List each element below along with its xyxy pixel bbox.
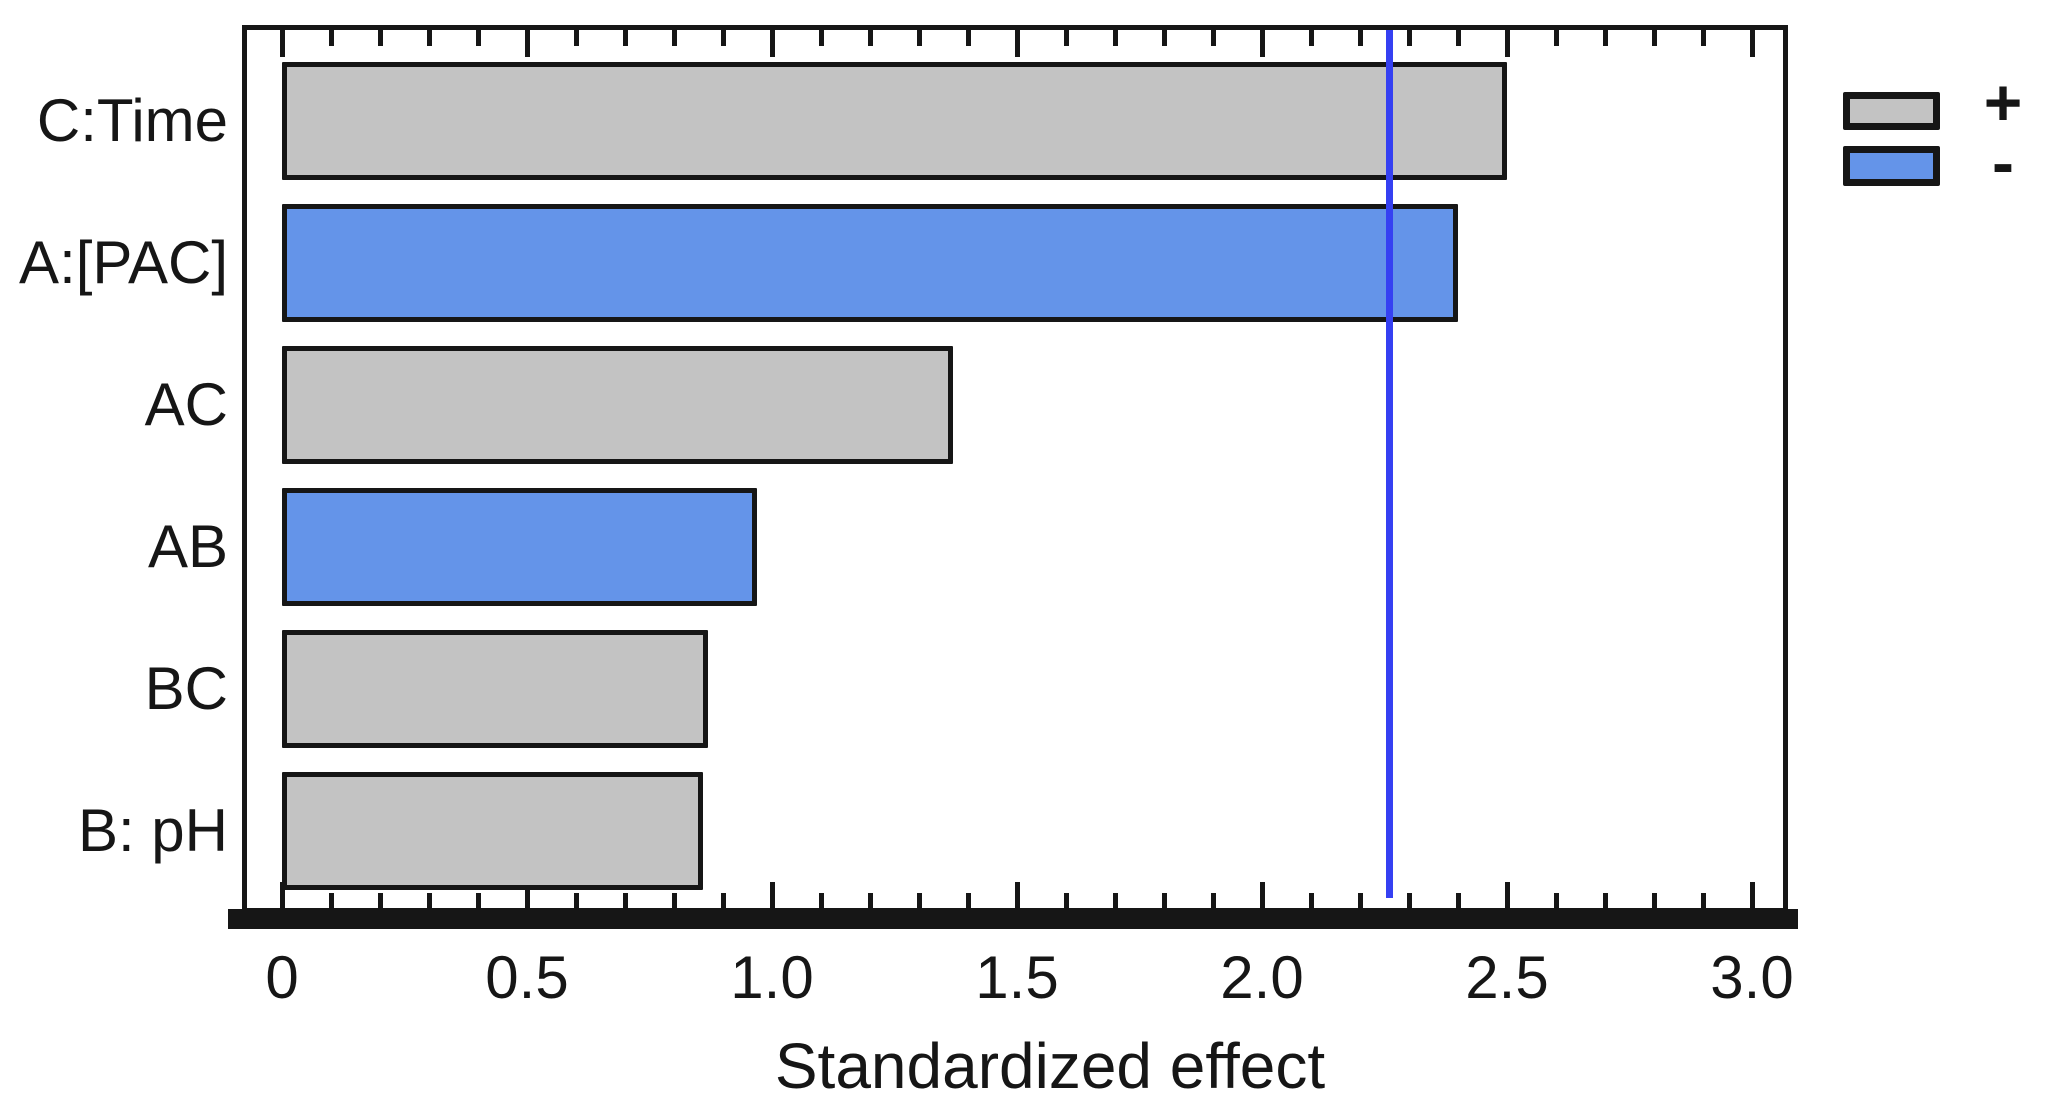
y-label-ab: AB <box>147 513 228 580</box>
x-tick-major-top <box>1260 30 1265 57</box>
x-tick-minor-bottom <box>917 893 922 909</box>
x-tick-minor-bottom <box>1407 893 1412 909</box>
x-tick-minor-top <box>1456 30 1461 46</box>
x-tick-major-bottom <box>1015 882 1020 909</box>
x-tick-minor-bottom <box>1554 893 1559 909</box>
bar-c-time <box>282 62 1507 180</box>
x-tick-minor-top <box>1309 30 1314 46</box>
x-tick-major-bottom <box>525 882 530 909</box>
x-tick-minor-top <box>868 30 873 46</box>
y-label-c-time: C:Time <box>36 87 228 154</box>
significance-threshold-line <box>1386 30 1393 898</box>
legend-label-positive: + <box>1983 65 2023 139</box>
y-label-a-pac: A:[PAC] <box>19 229 228 296</box>
x-tick-minor-bottom <box>1701 893 1706 909</box>
x-tick-label-1.5: 1.5 <box>975 944 1059 1011</box>
x-tick-minor-top <box>1554 30 1559 46</box>
x-tick-minor-bottom <box>476 893 481 909</box>
x-axis-baseline <box>228 909 1798 929</box>
x-tick-major-top <box>525 30 530 57</box>
y-label-bc: BC <box>144 655 228 722</box>
x-tick-major-bottom <box>770 882 775 909</box>
x-tick-major-top <box>1505 30 1510 57</box>
x-tick-minor-top <box>574 30 579 46</box>
x-tick-label-2.0: 2.0 <box>1220 944 1304 1011</box>
x-tick-minor-bottom <box>868 893 873 909</box>
bar-ac <box>282 346 953 464</box>
x-tick-minor-top <box>1358 30 1363 46</box>
x-tick-major-bottom <box>1505 882 1510 909</box>
x-tick-minor-bottom <box>1603 893 1608 909</box>
x-tick-minor-bottom <box>1211 893 1216 909</box>
x-tick-minor-top <box>819 30 824 46</box>
bar-b-ph <box>282 772 703 890</box>
x-tick-major-top <box>770 30 775 57</box>
x-tick-minor-top <box>1162 30 1167 46</box>
x-tick-major-bottom <box>1750 882 1755 909</box>
x-tick-minor-top <box>1211 30 1216 46</box>
x-tick-minor-top <box>721 30 726 46</box>
x-tick-minor-bottom <box>623 893 628 909</box>
x-tick-minor-bottom <box>672 893 677 909</box>
x-tick-minor-bottom <box>721 893 726 909</box>
x-tick-minor-top <box>672 30 677 46</box>
bar-a-pac <box>282 204 1458 322</box>
x-tick-minor-top <box>329 30 334 46</box>
y-label-ac: AC <box>144 371 228 438</box>
x-tick-minor-bottom <box>1162 893 1167 909</box>
x-tick-minor-bottom <box>378 893 383 909</box>
x-tick-minor-top <box>1064 30 1069 46</box>
bar-bc <box>282 630 708 748</box>
x-tick-minor-top <box>1603 30 1608 46</box>
x-tick-minor-bottom <box>1456 893 1461 909</box>
x-tick-minor-bottom <box>1064 893 1069 909</box>
x-tick-minor-top <box>1113 30 1118 46</box>
x-tick-minor-bottom <box>329 893 334 909</box>
x-tick-minor-top <box>966 30 971 46</box>
y-label-b-ph: B: pH <box>77 797 228 864</box>
x-tick-major-bottom <box>1260 882 1265 909</box>
x-tick-minor-top <box>1652 30 1657 46</box>
x-tick-label-2.5: 2.5 <box>1465 944 1549 1011</box>
x-tick-minor-top <box>623 30 628 46</box>
x-tick-minor-top <box>1701 30 1706 46</box>
legend-label-negative: - <box>1992 125 2014 199</box>
x-tick-label-0.5: 0.5 <box>485 944 569 1011</box>
bar-ab <box>282 488 757 606</box>
x-tick-major-top <box>1750 30 1755 57</box>
x-tick-minor-top <box>917 30 922 46</box>
x-tick-minor-bottom <box>1309 893 1314 909</box>
x-tick-minor-bottom <box>1358 893 1363 909</box>
x-tick-label-3.0: 3.0 <box>1710 944 1794 1011</box>
x-axis-title: Standardized effect <box>774 1030 1326 1102</box>
x-tick-minor-top <box>476 30 481 46</box>
x-tick-minor-bottom <box>966 893 971 909</box>
legend-swatch-positive <box>1843 92 1940 130</box>
x-tick-minor-bottom <box>1113 893 1118 909</box>
x-tick-minor-bottom <box>1652 893 1657 909</box>
x-tick-minor-bottom <box>819 893 824 909</box>
x-tick-minor-top <box>378 30 383 46</box>
x-tick-major-top <box>1015 30 1020 57</box>
legend-swatch-negative <box>1843 146 1940 186</box>
x-tick-label-0: 0 <box>265 944 299 1011</box>
x-tick-label-1.0: 1.0 <box>730 944 814 1011</box>
x-tick-minor-bottom <box>427 893 432 909</box>
x-tick-major-top <box>280 30 285 57</box>
x-tick-minor-top <box>1407 30 1412 46</box>
x-tick-major-bottom <box>280 882 285 909</box>
x-tick-minor-bottom <box>574 893 579 909</box>
x-tick-minor-top <box>427 30 432 46</box>
